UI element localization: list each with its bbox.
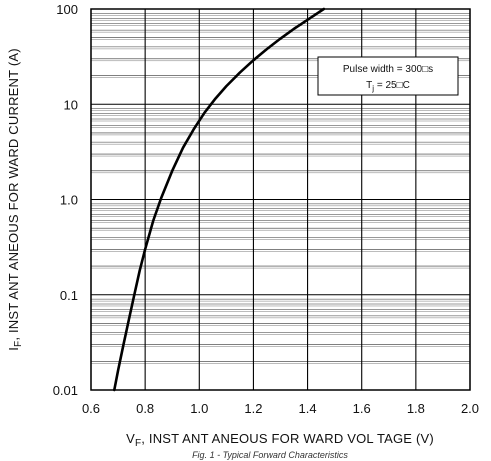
- x-tick-label: 1.0: [190, 401, 208, 416]
- plot-frame: [90, 8, 471, 391]
- x-tick-label: 1.8: [407, 401, 425, 416]
- annotation-box: Pulse width = 300□s Tj = 25□C: [317, 56, 459, 96]
- y-tick-label: 1.0: [60, 193, 78, 208]
- x-axis-label: VF, INST ANT ANEOUS FOR WARD VOL TAGE (V…: [126, 431, 434, 449]
- pulse-width-note: Pulse width = 300□s: [343, 64, 433, 75]
- y-tick-label: 0.1: [60, 288, 78, 303]
- y-tick-labels: 0.01 0.1 1.0 10 100: [53, 2, 78, 398]
- forward-current-curve: [112, 7, 326, 392]
- x-tick-label: 1.4: [299, 401, 317, 416]
- y-axis-label: IF, INST ANT ANEOUS FOR WARD CURRENT (A): [6, 48, 24, 351]
- x-tick-label: 2.0: [461, 401, 479, 416]
- x-tick-label: 1.2: [244, 401, 262, 416]
- y-tick-label: 10: [64, 97, 78, 112]
- junction-temperature-note: Tj = 25□C: [366, 80, 410, 93]
- x-tick-label: 1.6: [353, 401, 371, 416]
- grid-minor-lines: [91, 13, 470, 364]
- x-tick-label: 0.6: [82, 401, 100, 416]
- y-tick-label: 0.01: [53, 383, 78, 398]
- figure-caption: Fig. 1 - Typical Forward Characteristics: [192, 450, 348, 460]
- x-tick-labels: 0.6 0.8 1.0 1.2 1.4 1.6 1.8 2.0: [82, 401, 479, 416]
- y-tick-label: 100: [56, 2, 78, 17]
- x-tick-label: 0.8: [136, 401, 154, 416]
